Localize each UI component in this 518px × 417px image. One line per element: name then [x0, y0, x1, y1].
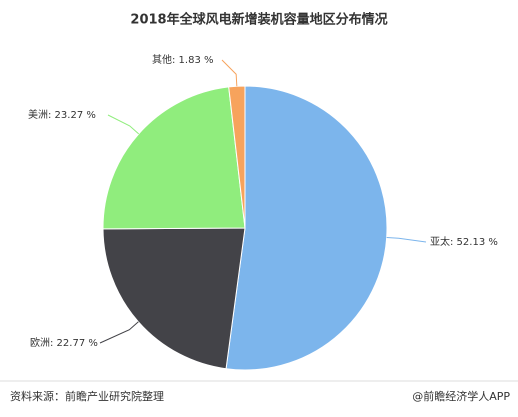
data-label: 欧洲: 22.77 %	[30, 337, 98, 349]
pie-slice	[102, 86, 246, 230]
data-label: 亚太: 52.13 %	[430, 235, 498, 248]
leader-line	[107, 114, 140, 135]
pie-slice	[225, 85, 388, 371]
pie-slice	[228, 85, 246, 229]
data-label: 美洲: 23.27 %	[28, 108, 96, 121]
pie-slice	[102, 227, 246, 370]
leader-line	[221, 59, 238, 87]
credit: @前瞻经济学人APP	[412, 389, 510, 403]
leader-line	[386, 236, 427, 243]
data-label: 其他: 1.83 %	[152, 53, 214, 66]
chart-title: 2018年全球风电新增装机容量地区分布情况	[130, 12, 387, 28]
source: 资料来源：前瞻产业研究院整理	[10, 389, 164, 403]
leader-line	[99, 321, 139, 344]
